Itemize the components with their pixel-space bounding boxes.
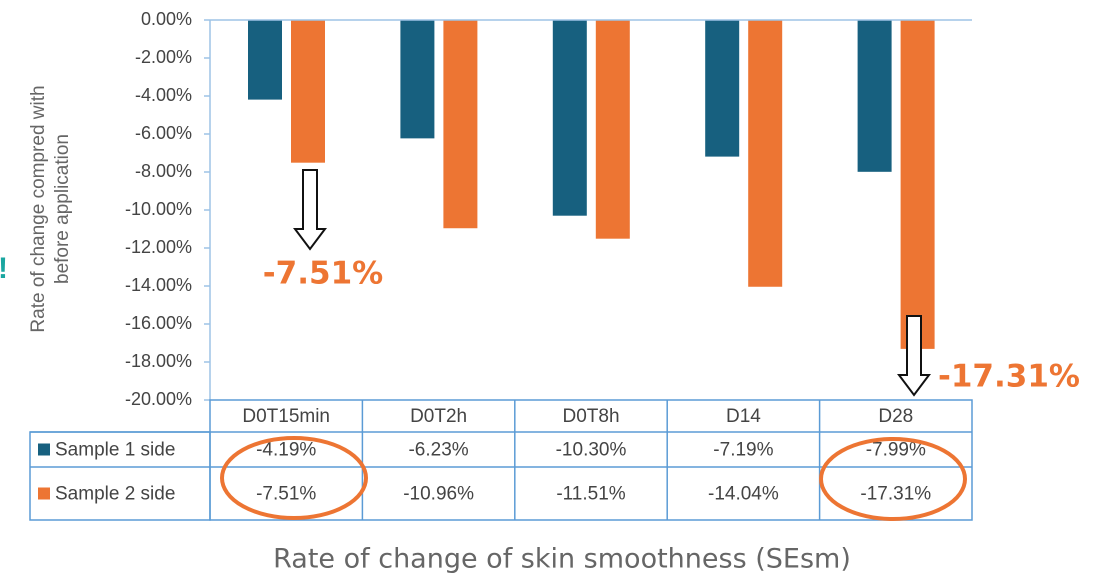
y-tick-label: -10.00% — [125, 199, 192, 219]
y-tick-label: -16.00% — [125, 313, 192, 333]
y-tick-label: -2.00% — [135, 47, 192, 67]
table-value: -7.51% — [256, 484, 316, 505]
bar — [705, 20, 740, 157]
table-value: -4.19% — [256, 440, 316, 461]
table-value: -7.99% — [866, 440, 926, 461]
x-tick-label: D14 — [726, 406, 761, 427]
bar — [857, 20, 892, 172]
y-tick-label: -6.00% — [135, 123, 192, 143]
table-value: -17.31% — [860, 484, 931, 505]
table-value: -10.30% — [556, 440, 627, 461]
annotation: ! — [0, 252, 8, 285]
bar — [443, 20, 478, 229]
highlight-circle — [819, 437, 967, 521]
bar — [595, 20, 630, 239]
x-tick-label: D0T2h — [410, 406, 467, 427]
y-axis-label: before application — [52, 134, 73, 284]
bar — [400, 20, 435, 139]
y-axis-label: Rate of change compred with — [28, 85, 49, 332]
annotation: -17.31% — [938, 359, 1080, 395]
bar — [291, 20, 325, 163]
x-axis-title: Rate of change of skin smoothness (SEsm) — [273, 544, 851, 575]
table-value: -10.96% — [403, 484, 474, 505]
legend-label: Sample 1 side — [55, 440, 175, 461]
y-tick-label: -18.00% — [125, 351, 192, 371]
highlight-circle — [220, 436, 368, 520]
x-tick-label: D0T15min — [242, 406, 330, 427]
x-tick-label: D0T8h — [562, 406, 619, 427]
bar — [748, 20, 783, 287]
x-tick-label: D28 — [878, 406, 913, 427]
y-tick-label: -20.00% — [125, 389, 192, 409]
arrow — [897, 315, 931, 397]
bar — [248, 20, 282, 100]
bar — [900, 20, 935, 349]
y-tick-label: -12.00% — [125, 237, 192, 257]
table-value: -7.19% — [713, 440, 773, 461]
legend-label: Sample 2 side — [55, 484, 175, 505]
y-tick-label: -14.00% — [125, 275, 192, 295]
arrow — [293, 169, 327, 251]
y-tick-label: 0.00% — [141, 9, 192, 29]
legend-swatch — [38, 443, 50, 456]
legend-swatch — [38, 487, 50, 500]
annotation: -7.51% — [263, 256, 383, 292]
table-value: -14.04% — [708, 484, 779, 505]
bar — [552, 20, 587, 216]
y-tick-label: -8.00% — [135, 161, 192, 181]
y-tick-label: -4.00% — [135, 85, 192, 105]
table-value: -11.51% — [556, 484, 625, 505]
table-value: -6.23% — [408, 440, 468, 461]
